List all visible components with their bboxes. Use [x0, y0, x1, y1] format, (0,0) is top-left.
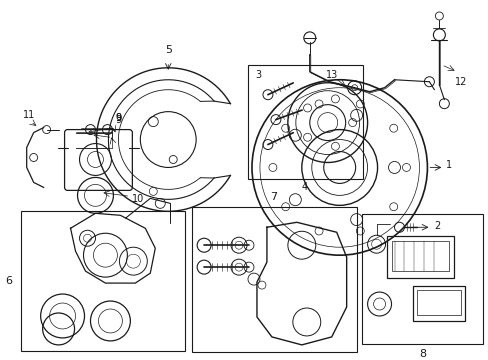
Text: 2: 2: [433, 221, 440, 231]
Text: 11: 11: [22, 110, 35, 120]
Text: 5: 5: [164, 45, 171, 55]
Bar: [391, 241, 448, 271]
Text: 6: 6: [5, 276, 12, 286]
Text: 8: 8: [418, 349, 425, 359]
Bar: [417, 290, 460, 315]
Text: 3: 3: [254, 70, 261, 80]
Bar: [361, 214, 482, 344]
Text: 13: 13: [325, 70, 337, 80]
Bar: [192, 207, 356, 352]
Bar: [386, 236, 453, 278]
Text: 7: 7: [270, 192, 277, 202]
Text: 9: 9: [115, 114, 121, 125]
Text: 1: 1: [446, 161, 451, 171]
Text: 4: 4: [301, 183, 307, 192]
Text: 9: 9: [115, 113, 121, 123]
Bar: [413, 286, 465, 321]
Text: 9: 9: [115, 113, 121, 123]
Text: 10: 10: [132, 194, 144, 204]
Bar: [247, 65, 362, 179]
Bar: [20, 211, 185, 351]
Text: 12: 12: [454, 77, 467, 87]
